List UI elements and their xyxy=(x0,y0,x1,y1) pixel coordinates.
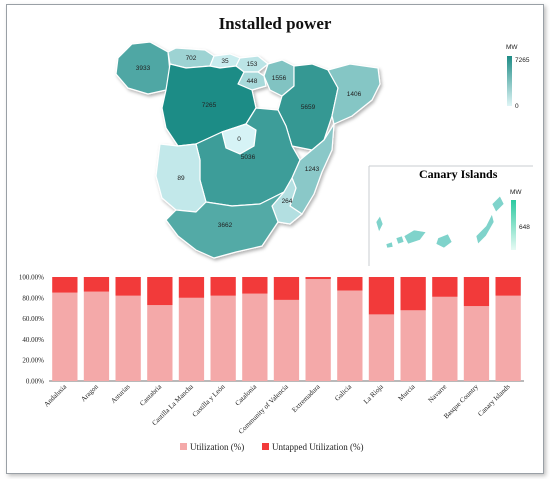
island-la-palma xyxy=(375,215,384,233)
bar-untapped xyxy=(147,277,173,306)
bar-utilization xyxy=(273,299,300,381)
mw-max-label: 7265 xyxy=(515,57,530,64)
island-fuerteventura xyxy=(475,213,495,245)
region-andalusia xyxy=(165,191,285,259)
region-castilla-y-leon xyxy=(161,63,257,147)
bar-untapped xyxy=(178,277,205,298)
bar-utilization xyxy=(432,296,458,381)
map-value-label: 3933 xyxy=(136,65,151,72)
bar-untapped xyxy=(242,277,268,294)
legend-swatch-untapped xyxy=(262,443,269,450)
canary-inset: Canary Islands MW 648 xyxy=(368,165,533,266)
bar-utilization xyxy=(83,291,110,381)
x-tick-label: Extremadura xyxy=(290,382,322,414)
x-tick-label: Aragon xyxy=(79,382,100,403)
canary-title: Canary Islands xyxy=(419,167,498,181)
utilization-bar-chart: 0.00% 20.00% 40.00% 60.00% 80.00% 100.00% And… xyxy=(19,274,524,436)
bar-utilization xyxy=(52,292,78,381)
bar-untapped xyxy=(368,277,395,315)
bar-utilization xyxy=(305,279,331,381)
y-tick-label: 100.00% xyxy=(19,274,44,282)
y-tick-label: 60.00% xyxy=(22,315,44,323)
map-value-label: 1243 xyxy=(305,166,320,173)
bar-utilization xyxy=(368,314,395,381)
bar-utilization xyxy=(337,290,363,381)
bar-untapped xyxy=(115,277,141,296)
legend-label-utilization: Utilization (%) xyxy=(190,442,244,452)
bar-utilization xyxy=(495,295,521,381)
region-community-of-valencia xyxy=(289,123,335,215)
bar-untapped xyxy=(273,277,300,300)
map-value-label: 1406 xyxy=(347,91,362,98)
x-tick-label: Asturias xyxy=(109,383,131,405)
spain-map xyxy=(115,41,381,259)
y-tick-label: 40.00% xyxy=(22,336,44,344)
bar-untapped xyxy=(400,277,426,311)
bar-untapped xyxy=(52,277,78,293)
x-tick-label: La Rioja xyxy=(362,382,385,405)
island-lanzarote xyxy=(491,195,505,213)
map-value-label: 153 xyxy=(247,61,258,68)
island-tenerife xyxy=(403,229,427,245)
chart-legend: Utilization (%) Untapped Utilization (%) xyxy=(180,442,363,452)
map-value-label: 1556 xyxy=(272,75,287,82)
x-axis: Andalusia Aragon Asturias Cantabria Castilla… xyxy=(42,382,511,435)
map-value-label: 702 xyxy=(186,55,197,62)
canary-gradient-bar xyxy=(511,200,516,250)
island-el-hierro xyxy=(385,241,394,249)
map-value-label: 5659 xyxy=(301,104,316,111)
x-tick-label: Canary Islands xyxy=(476,383,511,418)
map-value-label: 7265 xyxy=(202,102,217,109)
map-title: Installed power xyxy=(218,14,332,33)
map-value-labels: 3933 702 35 153 1556 448 7265 5659 1406 0 5036 89 12… xyxy=(136,55,362,229)
x-tick-label: Andalusia xyxy=(42,382,68,408)
x-tick-label: Galicia xyxy=(333,382,354,403)
bar-utilization xyxy=(242,293,268,381)
x-tick-label: Murcia xyxy=(397,382,418,403)
map-value-label: 5036 xyxy=(241,154,256,161)
bar-untapped xyxy=(495,277,521,296)
y-tick-label: 80.00% xyxy=(22,294,44,302)
region-catalonia xyxy=(327,63,381,125)
bar-untapped xyxy=(210,277,236,296)
y-tick-label: 0.00% xyxy=(26,378,44,386)
map-value-label: 0 xyxy=(237,136,241,143)
island-la-gomera xyxy=(395,235,405,245)
bar-utilization xyxy=(178,297,205,381)
map-value-label: 89 xyxy=(177,175,185,182)
x-tick-label: Cantabria xyxy=(138,382,164,408)
canary-value-label: 648 xyxy=(519,224,530,231)
bar-utilization xyxy=(400,310,426,381)
bar-untapped xyxy=(83,277,110,292)
bar-utilization xyxy=(463,306,490,381)
canary-islands-shapes xyxy=(375,195,505,249)
map-value-label: 3662 xyxy=(218,222,233,229)
map-value-label: 264 xyxy=(282,198,293,205)
y-tick-label: 20.00% xyxy=(22,357,44,365)
bar-untapped xyxy=(463,277,490,307)
bar-untapped xyxy=(305,277,331,280)
legend-swatch-utilization xyxy=(180,443,187,450)
x-tick-label: Castilla y León xyxy=(191,382,227,418)
bar-utilization xyxy=(115,295,141,381)
mw-colorbar: MW 7265 0 xyxy=(506,44,530,110)
map-value-label: 448 xyxy=(247,78,258,85)
bar-utilization xyxy=(210,295,236,381)
bar-untapped xyxy=(432,277,458,297)
bar-utilization xyxy=(147,305,173,381)
x-tick-label: Catalonia xyxy=(234,382,259,407)
legend-label-untapped: Untapped Utilization (%) xyxy=(272,442,363,452)
mw-unit-label: MW xyxy=(506,44,518,51)
canary-unit-label: MW xyxy=(510,189,522,196)
bar-series xyxy=(52,277,521,381)
mw-gradient-bar xyxy=(507,56,512,106)
bar-untapped xyxy=(337,277,363,291)
map-value-label: 35 xyxy=(221,58,229,65)
mw-min-label: 0 xyxy=(515,103,519,110)
island-gran-canaria xyxy=(435,233,453,249)
x-tick-label: Navarre xyxy=(427,383,449,405)
